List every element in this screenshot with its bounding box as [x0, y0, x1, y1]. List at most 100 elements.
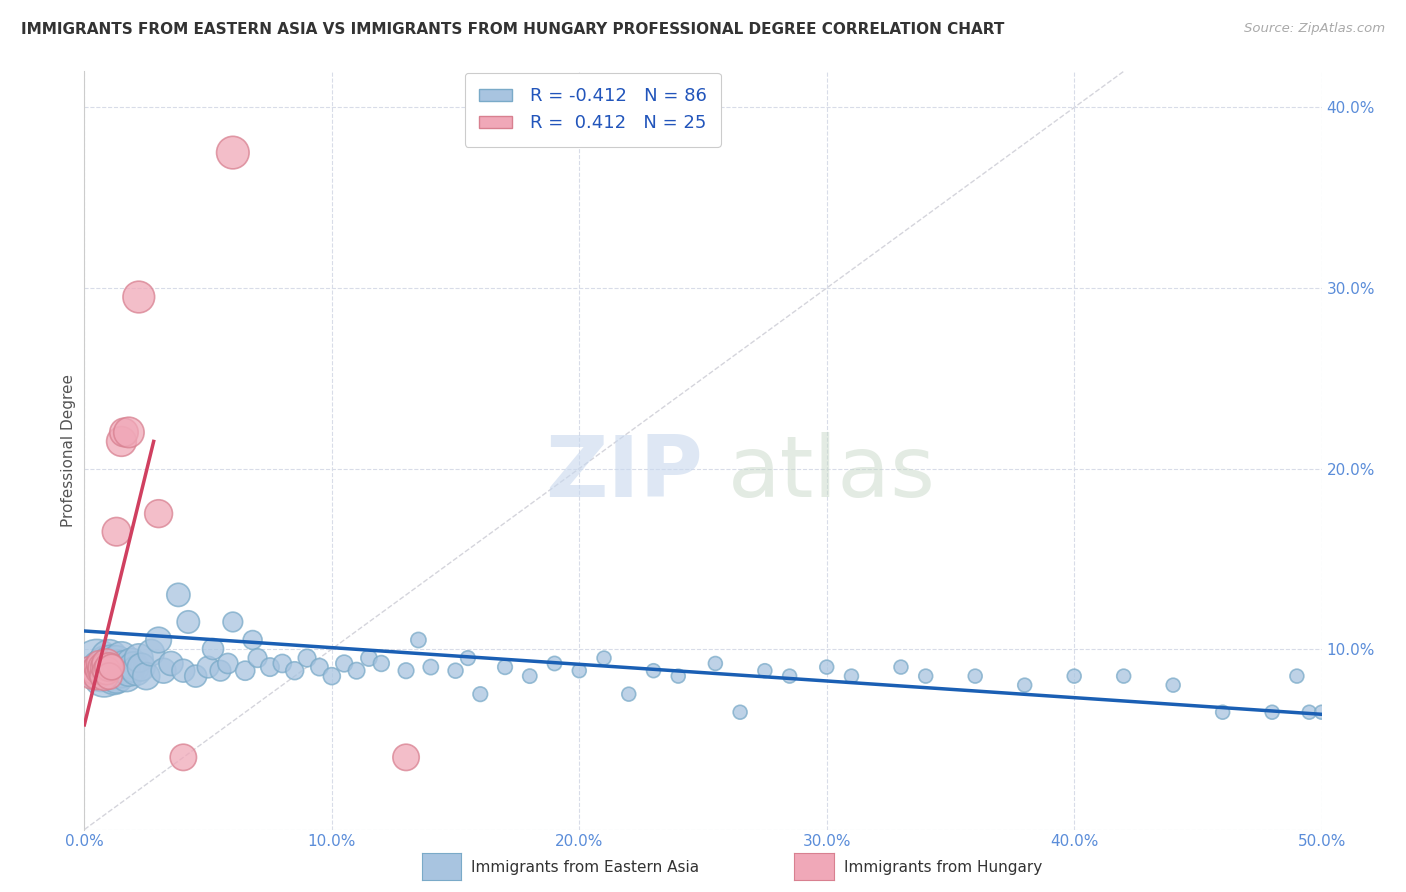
Point: [103, 669, 125, 683]
Point: [284, 664, 307, 678]
Point: [112, 660, 135, 674]
Point: [754, 664, 776, 678]
Point: [914, 669, 936, 683]
Point: [222, 615, 245, 629]
Text: atlas: atlas: [728, 432, 936, 515]
Point: [118, 664, 141, 678]
Point: [308, 660, 330, 674]
Point: [890, 660, 912, 674]
Point: [1063, 669, 1085, 683]
Point: [395, 750, 418, 764]
Point: [89, 657, 111, 671]
Point: [80, 669, 103, 683]
Point: [333, 657, 356, 671]
Point: [1336, 705, 1358, 719]
Point: [128, 290, 150, 304]
Point: [444, 664, 467, 678]
Point: [779, 669, 801, 683]
Point: [543, 657, 565, 671]
Point: [90, 664, 112, 678]
Point: [222, 145, 245, 160]
Point: [120, 657, 142, 671]
Point: [1014, 678, 1036, 692]
Point: [110, 664, 132, 678]
Point: [96, 662, 118, 676]
Point: [202, 642, 225, 657]
Text: Immigrants from Hungary: Immigrants from Hungary: [844, 860, 1042, 874]
Point: [321, 669, 343, 683]
Point: [167, 588, 190, 602]
Point: [89, 664, 111, 678]
Point: [118, 425, 141, 440]
Point: [568, 664, 591, 678]
Point: [110, 651, 132, 665]
Point: [184, 669, 207, 683]
Point: [593, 651, 616, 665]
Point: [103, 660, 125, 674]
Point: [1212, 705, 1234, 719]
Point: [93, 669, 115, 683]
Point: [100, 660, 122, 674]
Point: [370, 657, 392, 671]
Point: [815, 660, 838, 674]
Point: [259, 660, 281, 674]
Point: [96, 657, 118, 671]
Point: [98, 660, 121, 674]
Point: [115, 669, 138, 683]
Point: [172, 750, 194, 764]
Point: [86, 669, 108, 683]
Point: [1161, 678, 1184, 692]
Point: [1310, 705, 1333, 719]
Point: [96, 658, 118, 673]
Point: [457, 651, 479, 665]
Point: [98, 651, 121, 665]
Point: [197, 660, 219, 674]
Point: [965, 669, 987, 683]
Point: [1347, 705, 1369, 719]
Point: [395, 664, 418, 678]
Point: [242, 633, 264, 648]
Point: [100, 657, 122, 671]
Legend: R = -0.412   N = 86, R =  0.412   N = 25: R = -0.412 N = 86, R = 0.412 N = 25: [464, 73, 721, 146]
Point: [93, 660, 115, 674]
Point: [1298, 705, 1320, 719]
Text: ZIP: ZIP: [546, 432, 703, 515]
Point: [217, 657, 239, 671]
Point: [1285, 669, 1308, 683]
Point: [728, 705, 751, 719]
Point: [470, 687, 492, 701]
Point: [643, 664, 665, 678]
Point: [108, 660, 131, 674]
Point: [1323, 705, 1346, 719]
Point: [617, 687, 640, 701]
Point: [152, 664, 174, 678]
Point: [105, 524, 128, 539]
Point: [98, 669, 121, 683]
Point: [1261, 705, 1284, 719]
Point: [519, 669, 541, 683]
Point: [233, 664, 256, 678]
Point: [246, 651, 269, 665]
Point: [148, 633, 170, 648]
Point: [177, 615, 200, 629]
Point: [100, 664, 122, 678]
Point: [128, 651, 150, 665]
Point: [135, 669, 157, 683]
Point: [122, 660, 145, 674]
Point: [141, 646, 163, 660]
Point: [96, 664, 118, 678]
Point: [86, 660, 108, 674]
Point: [160, 657, 183, 671]
Point: [105, 657, 128, 671]
Point: [98, 660, 121, 674]
Point: [125, 664, 148, 678]
Point: [271, 657, 294, 671]
Point: [90, 664, 112, 678]
Point: [704, 657, 727, 671]
Y-axis label: Professional Degree: Professional Degree: [60, 374, 76, 527]
Text: Immigrants from Eastern Asia: Immigrants from Eastern Asia: [471, 860, 699, 874]
Point: [148, 507, 170, 521]
Point: [79, 664, 101, 678]
Text: Source: ZipAtlas.com: Source: ZipAtlas.com: [1244, 22, 1385, 36]
Point: [666, 669, 689, 683]
